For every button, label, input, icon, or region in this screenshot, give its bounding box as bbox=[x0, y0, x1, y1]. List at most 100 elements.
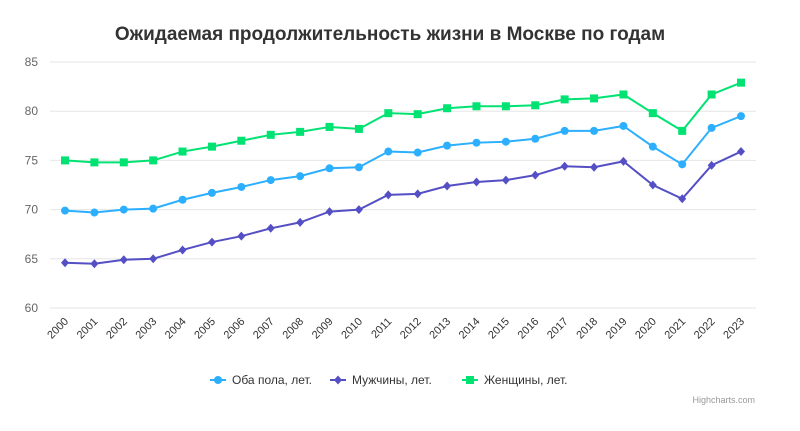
data-point[interactable] bbox=[237, 231, 246, 241]
data-point[interactable] bbox=[678, 194, 687, 204]
data-point[interactable] bbox=[149, 204, 158, 213]
data-point[interactable] bbox=[178, 195, 187, 204]
data-point[interactable] bbox=[237, 136, 246, 145]
x-tick-label: 2015 bbox=[486, 316, 512, 342]
data-point[interactable] bbox=[501, 137, 510, 146]
data-point[interactable] bbox=[207, 188, 216, 197]
legend-label: Мужчины, лет. bbox=[352, 373, 432, 387]
data-point[interactable] bbox=[325, 207, 334, 217]
data-point[interactable] bbox=[590, 162, 599, 172]
data-point[interactable] bbox=[61, 258, 69, 268]
data-point[interactable] bbox=[325, 164, 334, 173]
data-point[interactable] bbox=[648, 180, 657, 190]
data-point[interactable] bbox=[384, 190, 393, 200]
x-tick-label: 2010 bbox=[339, 316, 365, 342]
data-point[interactable] bbox=[619, 90, 628, 99]
data-point[interactable] bbox=[707, 123, 716, 132]
legend-marker-diamond-icon[interactable] bbox=[334, 375, 342, 385]
data-point[interactable] bbox=[472, 177, 481, 187]
data-point[interactable] bbox=[266, 176, 275, 185]
legend-item-2[interactable]: Женщины, лет. bbox=[462, 373, 568, 387]
data-point[interactable] bbox=[501, 102, 510, 111]
x-tick-label: 2001 bbox=[75, 316, 101, 342]
data-point[interactable] bbox=[413, 148, 422, 157]
credits-link[interactable]: Highcharts.com bbox=[692, 395, 755, 405]
data-point[interactable] bbox=[707, 90, 716, 99]
data-point[interactable] bbox=[531, 101, 540, 110]
data-point[interactable] bbox=[737, 112, 745, 121]
data-point[interactable] bbox=[207, 237, 216, 247]
data-point[interactable] bbox=[266, 130, 275, 139]
data-point[interactable] bbox=[648, 142, 657, 151]
data-point[interactable] bbox=[325, 122, 334, 131]
data-point[interactable] bbox=[237, 182, 246, 191]
legend-marker-square-icon[interactable] bbox=[466, 376, 474, 384]
data-point[interactable] bbox=[178, 147, 187, 156]
data-point[interactable] bbox=[678, 126, 687, 135]
data-point[interactable] bbox=[149, 156, 158, 165]
legend-label: Женщины, лет. bbox=[484, 373, 568, 387]
data-point[interactable] bbox=[590, 94, 599, 103]
data-point[interactable] bbox=[560, 126, 569, 135]
data-point[interactable] bbox=[354, 205, 363, 215]
x-tick-label: 2014 bbox=[457, 316, 483, 342]
data-point[interactable] bbox=[149, 254, 158, 264]
data-point[interactable] bbox=[413, 189, 422, 199]
data-point[interactable] bbox=[619, 156, 628, 166]
y-tick-label: 75 bbox=[25, 153, 39, 167]
data-point[interactable] bbox=[384, 147, 393, 156]
data-point[interactable] bbox=[737, 78, 745, 87]
data-point[interactable] bbox=[707, 160, 716, 170]
x-tick-label: 2003 bbox=[133, 316, 159, 342]
data-point[interactable] bbox=[296, 172, 305, 181]
data-point[interactable] bbox=[619, 121, 628, 130]
data-point[interactable] bbox=[472, 138, 481, 147]
data-point[interactable] bbox=[501, 175, 510, 185]
series-line bbox=[64, 115, 742, 214]
data-point[interactable] bbox=[443, 141, 452, 150]
series-1 bbox=[61, 147, 745, 269]
data-point[interactable] bbox=[207, 142, 216, 151]
data-point[interactable] bbox=[296, 217, 305, 227]
data-point[interactable] bbox=[531, 134, 540, 143]
data-point[interactable] bbox=[560, 161, 569, 171]
legend-label: Оба пола, лет. bbox=[232, 373, 312, 387]
series-line bbox=[64, 150, 742, 265]
data-point[interactable] bbox=[119, 158, 128, 167]
data-point[interactable] bbox=[90, 259, 99, 269]
data-point[interactable] bbox=[384, 109, 393, 118]
data-point[interactable] bbox=[678, 160, 687, 169]
data-point[interactable] bbox=[648, 109, 657, 118]
x-tick-label: 2004 bbox=[163, 316, 189, 342]
legend-item-1[interactable]: Мужчины, лет. bbox=[330, 373, 432, 387]
data-point[interactable] bbox=[90, 208, 99, 217]
data-point[interactable] bbox=[443, 181, 452, 191]
data-point[interactable] bbox=[354, 163, 363, 172]
data-point[interactable] bbox=[119, 205, 128, 214]
legend-marker-circle-icon[interactable] bbox=[214, 376, 222, 384]
x-tick-label: 2022 bbox=[692, 316, 718, 342]
data-point[interactable] bbox=[296, 127, 305, 136]
data-point[interactable] bbox=[737, 147, 745, 157]
x-tick-label: 2016 bbox=[516, 316, 542, 342]
data-point[interactable] bbox=[560, 95, 569, 104]
data-point[interactable] bbox=[472, 102, 481, 111]
data-point[interactable] bbox=[61, 156, 69, 165]
x-tick-label: 2013 bbox=[427, 316, 453, 342]
data-point[interactable] bbox=[413, 110, 422, 119]
data-point[interactable] bbox=[354, 124, 363, 133]
x-tick-label: 2023 bbox=[721, 316, 747, 342]
data-point[interactable] bbox=[61, 206, 69, 215]
y-tick-label: 70 bbox=[25, 203, 39, 217]
data-point[interactable] bbox=[266, 223, 275, 233]
data-point[interactable] bbox=[443, 104, 452, 113]
legend-item-0[interactable]: Оба пола, лет. bbox=[210, 373, 312, 387]
y-tick-label: 80 bbox=[25, 104, 39, 118]
data-point[interactable] bbox=[531, 170, 540, 180]
data-point[interactable] bbox=[590, 126, 599, 135]
data-point[interactable] bbox=[178, 245, 187, 255]
data-point[interactable] bbox=[119, 255, 128, 265]
data-point[interactable] bbox=[90, 158, 99, 167]
x-tick-label: 2002 bbox=[104, 316, 130, 342]
